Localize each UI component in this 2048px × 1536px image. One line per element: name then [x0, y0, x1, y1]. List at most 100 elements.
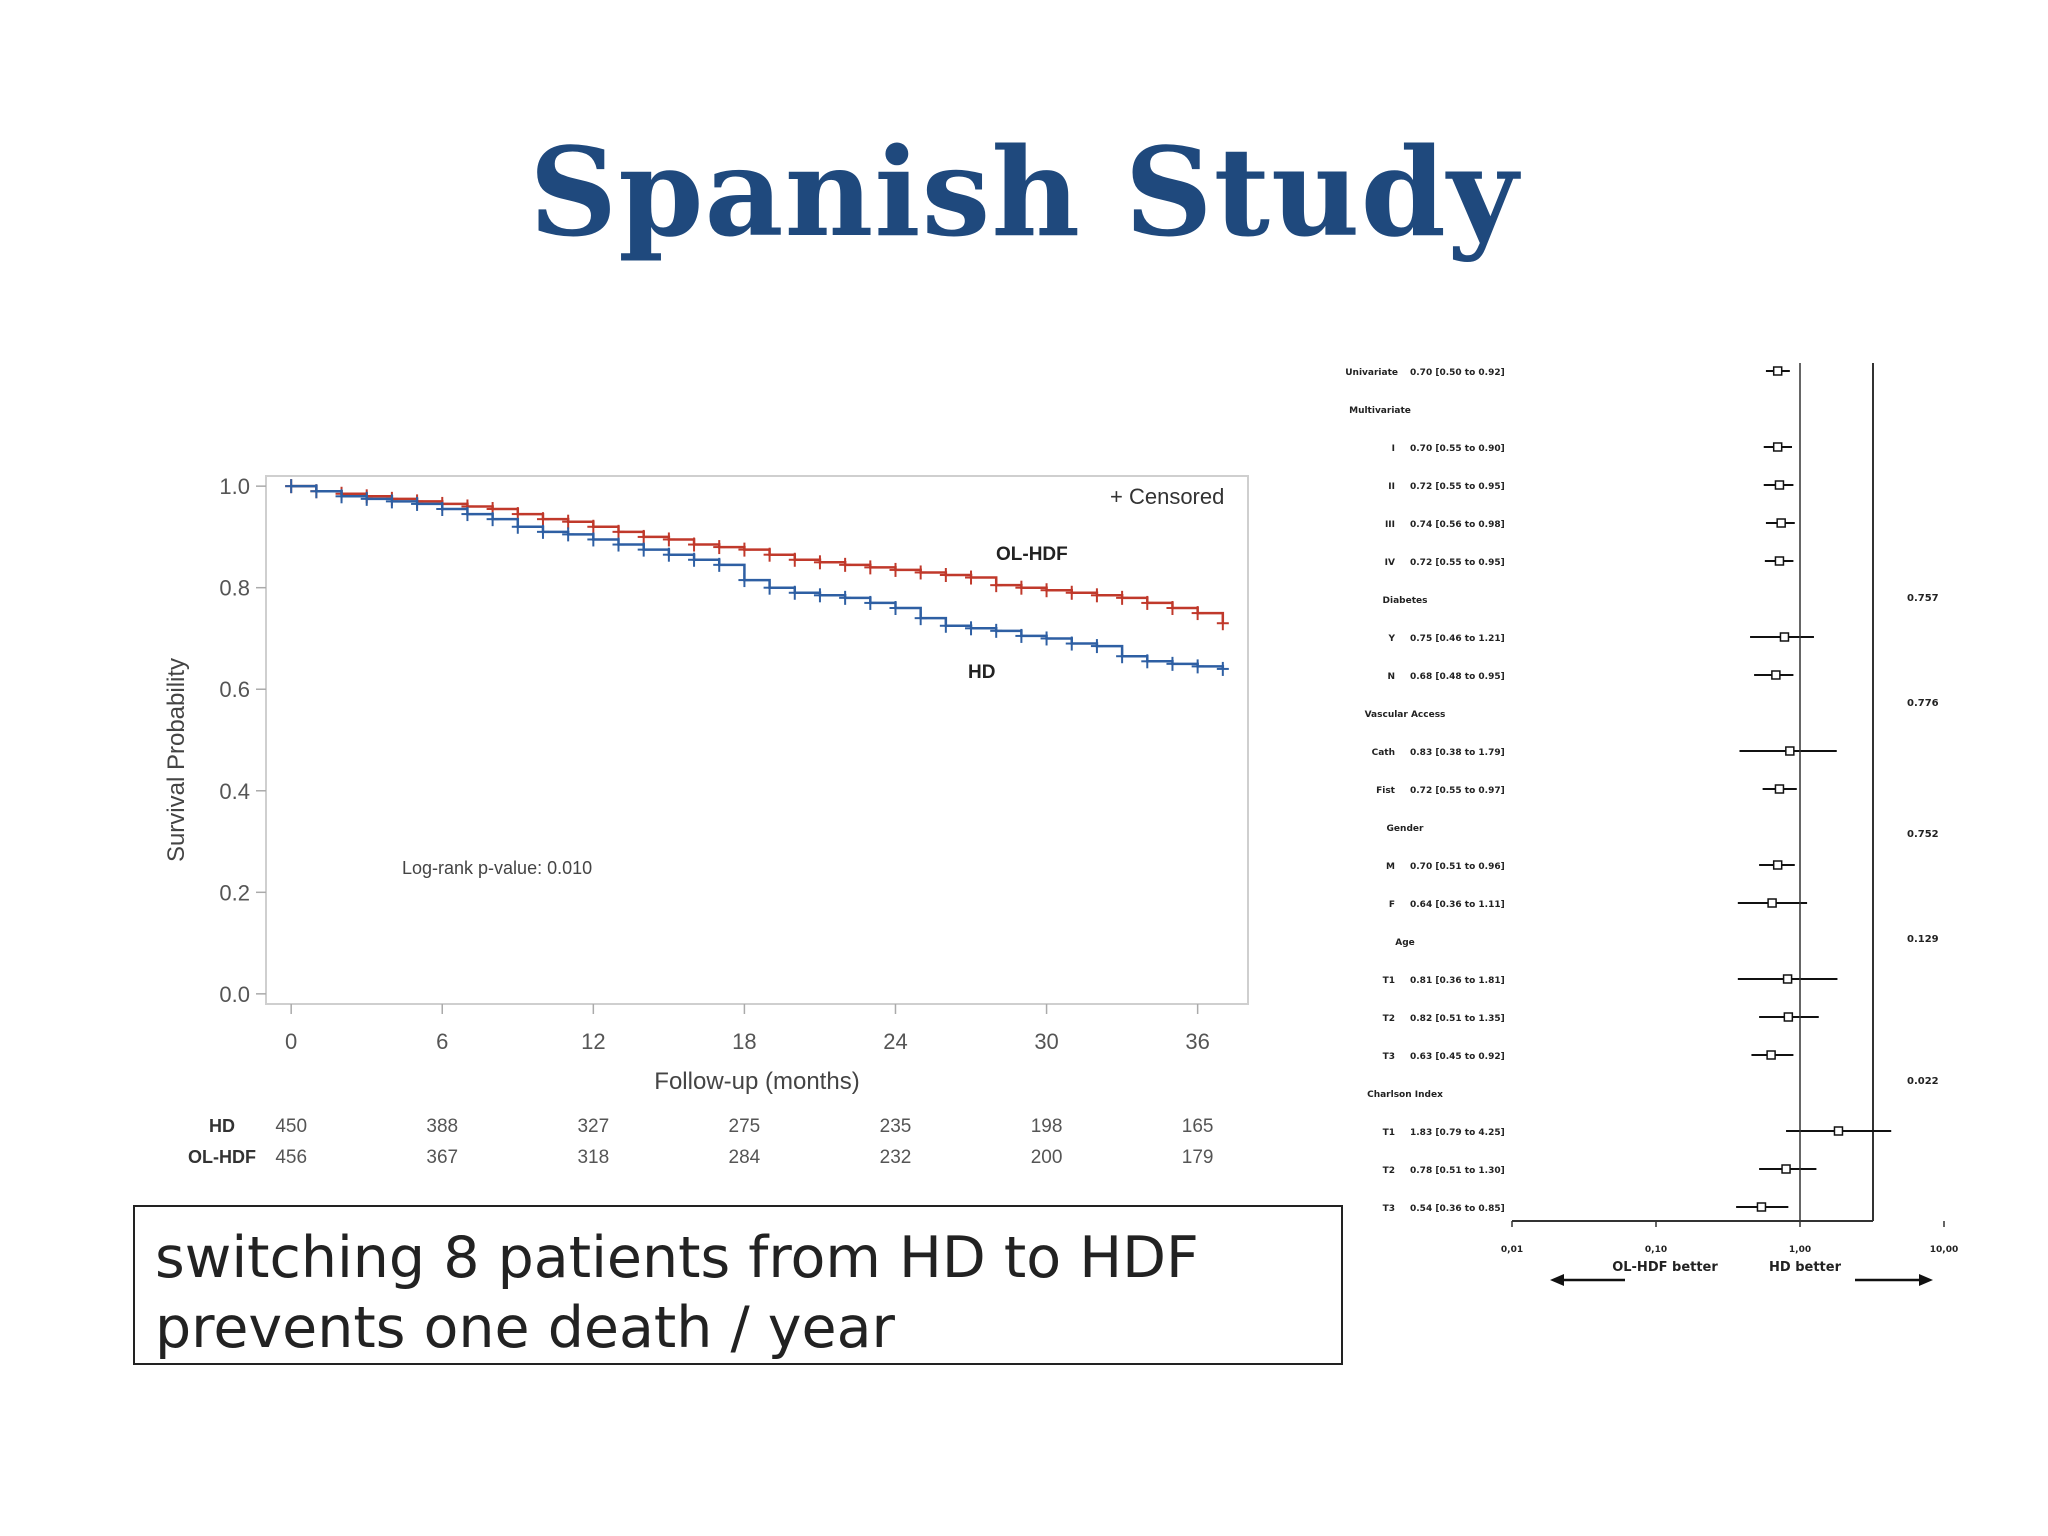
risk-count: 165 [1182, 1116, 1214, 1137]
censor-mark [1040, 631, 1053, 646]
forest-estimate [1766, 1050, 1776, 1060]
censor-mark [562, 514, 575, 529]
forest-row-ci: 1.83 [0.79 to 4.25] [1410, 1128, 1505, 1138]
forest-p-value: 0.776 [1907, 698, 1939, 709]
forest-estimate [1781, 1164, 1791, 1174]
x-axis-label: Follow-up (months) [654, 1068, 859, 1095]
censor-mark [486, 512, 499, 527]
risk-count: 388 [426, 1116, 458, 1137]
censor-mark [310, 484, 323, 499]
forest-right-label: HD better [1769, 1260, 1842, 1275]
censor-mark [939, 568, 952, 582]
forest-row-label: T3 [1383, 1052, 1395, 1062]
forest-row-label: II [1388, 482, 1395, 492]
forest-row-ci: 0.75 [0.46 to 1.21] [1410, 634, 1505, 644]
y-axis-label: Survival Probability [163, 658, 190, 862]
forest-row-label: T2 [1383, 1014, 1395, 1024]
censor-mark [1065, 585, 1078, 600]
logrank-annotation: Log-rank p-value: 0.010 [402, 858, 592, 878]
y-tick-label-5: 1.0 [219, 474, 250, 499]
censor-mark [411, 496, 424, 511]
censor-mark [839, 557, 852, 572]
forest-row-ci: 0.70 [0.50 to 0.92] [1410, 368, 1505, 378]
censor-mark [1040, 583, 1053, 598]
forest-estimate [1771, 670, 1781, 680]
forest-p-value: 0.129 [1907, 934, 1939, 945]
series-line-ol-hdf [291, 484, 1225, 624]
censor-mark [1191, 606, 1204, 621]
censor-mark [713, 557, 726, 572]
x-tick-label-6: 36 [1185, 1029, 1209, 1054]
forest-group-label: Multivariate [1349, 406, 1411, 416]
censor-mark [763, 547, 776, 562]
censor-mark [864, 560, 877, 575]
series-label-ol-hdf: OL-HDF [996, 544, 1068, 565]
forest-plot: Univariate 0.70 [0.50 to 0.92] Multivariat… [1345, 363, 1958, 1286]
risk-count: 367 [426, 1147, 458, 1168]
censor-mark [1166, 601, 1179, 615]
censor-mark [1015, 628, 1028, 643]
censor-mark [864, 595, 877, 610]
forest-row-ci: 0.78 [0.51 to 1.30] [1410, 1166, 1505, 1176]
forest-row-ci: 0.70 [0.51 to 0.96] [1410, 862, 1505, 872]
forest-estimate [1756, 1202, 1767, 1212]
censor-mark [788, 585, 801, 600]
forest-estimate [1833, 1126, 1844, 1136]
forest-estimate [1779, 632, 1790, 642]
forest-row-ci: 0.72 [0.55 to 0.95] [1410, 558, 1505, 568]
forest-row-label: M [1386, 862, 1395, 872]
censor-mark [1116, 649, 1129, 664]
censor-mark [889, 601, 902, 615]
risk-count: 179 [1182, 1147, 1214, 1168]
censor-mark [536, 524, 549, 539]
censor-mark [1141, 654, 1154, 669]
censor-mark [587, 532, 600, 547]
forest-row-ci: 0.64 [0.36 to 1.11] [1410, 900, 1505, 910]
caption-line-2: prevents one death / year [155, 1295, 895, 1361]
forest-row-ci: 0.72 [0.55 to 0.95] [1410, 482, 1505, 492]
censor-mark [562, 527, 575, 542]
forest-estimate [1774, 556, 1785, 566]
y-tick-label-3: 0.6 [219, 677, 250, 702]
forest-p-value: 0.752 [1907, 829, 1939, 840]
forest-estimate [1783, 1012, 1794, 1022]
forest-row-label: IV [1385, 558, 1395, 568]
series-line-hd [291, 484, 1225, 669]
censor-mark [1166, 656, 1179, 671]
risk-count: 275 [729, 1116, 761, 1137]
forest-row-ci: 0.54 [0.36 to 0.85] [1410, 1204, 1505, 1214]
forest-x-tick-label: 10,00 [1930, 1245, 1958, 1255]
forest-x-tick-label: 1,00 [1789, 1245, 1811, 1255]
risk-count: 456 [275, 1147, 307, 1168]
censor-mark [436, 502, 449, 516]
forest-row-ci: 0.63 [0.45 to 0.92] [1410, 1052, 1505, 1062]
censor-mark [990, 578, 1003, 593]
forest-row-ci: 0.74 [0.56 to 0.98] [1410, 520, 1505, 530]
y-tick-label-4: 0.8 [219, 576, 250, 601]
forest-group-label: Vascular Access [1365, 710, 1446, 720]
forest-row-label: Fist [1376, 786, 1396, 796]
censor-mark [1116, 590, 1129, 605]
risk-row-label: HD [209, 1116, 235, 1136]
forest-group-label: Age [1395, 938, 1415, 948]
caption-box: switching 8 patients from HD to HDF prev… [133, 1205, 1343, 1365]
censor-mark [914, 611, 927, 626]
forest-row-label: Cath [1372, 748, 1395, 758]
forest-p-value: 0.757 [1907, 593, 1939, 604]
censor-mark [1090, 588, 1103, 603]
forest-row-label: Y [1387, 634, 1395, 644]
y-tick-label-0: 0.0 [219, 982, 250, 1007]
censor-mark [813, 588, 826, 603]
censor-mark [587, 519, 600, 534]
censor-mark [1090, 639, 1103, 654]
risk-count: 232 [880, 1147, 912, 1168]
censor-mark [637, 529, 650, 544]
arrow-right-icon [1855, 1274, 1933, 1286]
censor-mark [763, 580, 776, 595]
censor-mark [1015, 580, 1028, 595]
censor-mark [662, 547, 675, 562]
forest-estimate [1772, 442, 1783, 452]
censor-mark [813, 555, 826, 570]
censor-mark [1216, 616, 1229, 631]
risk-count: 235 [880, 1116, 912, 1137]
